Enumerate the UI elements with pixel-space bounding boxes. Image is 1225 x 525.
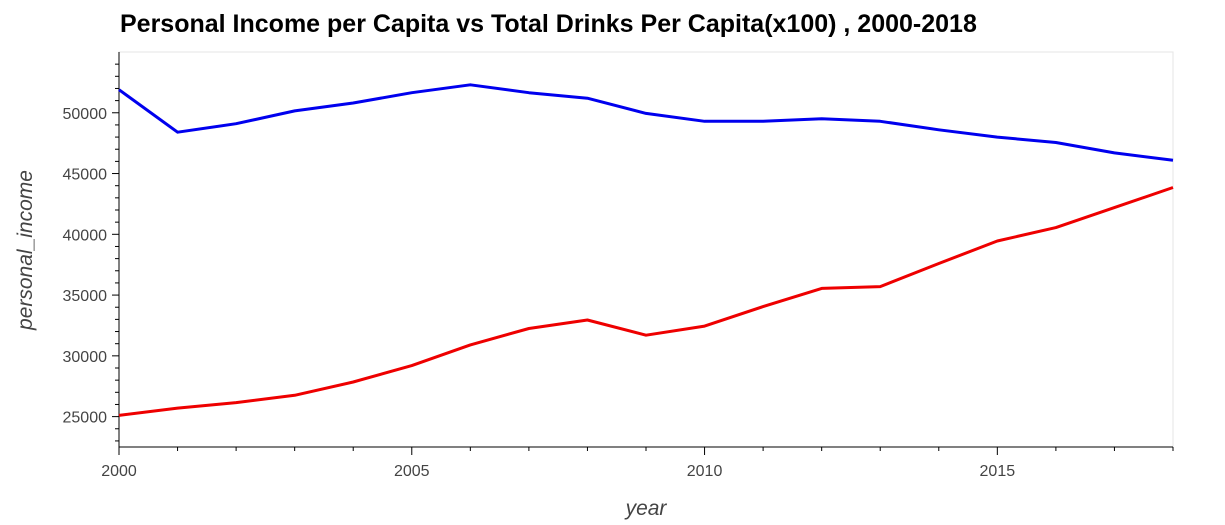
y-tick-label: 50000 [63,106,108,123]
x-tick-label: 2000 [101,463,137,480]
y-tick-label: 40000 [63,227,108,244]
series-line-2 [118,186,1174,417]
y-axis: 25000 30000 35000 40000 45000 50000 [63,52,120,447]
y-tick-label: 35000 [63,288,108,305]
series-layer [118,83,1174,417]
x-axis: 2000 2005 2010 2015 [101,446,1174,480]
y-tick-label: 25000 [63,410,108,427]
y-axis-title: personal_income [14,170,37,331]
plot-area [118,51,1174,448]
x-tick-label: 2005 [394,463,430,480]
x-axis-title: year [624,497,668,520]
series-line-1 [118,83,1174,162]
chart-title: Personal Income per Capita vs Total Drin… [120,10,977,38]
x-tick-label: 2010 [687,463,723,480]
y-tick-label: 45000 [63,167,108,184]
x-tick-label: 2015 [980,463,1016,480]
y-tick-label: 30000 [63,349,108,366]
